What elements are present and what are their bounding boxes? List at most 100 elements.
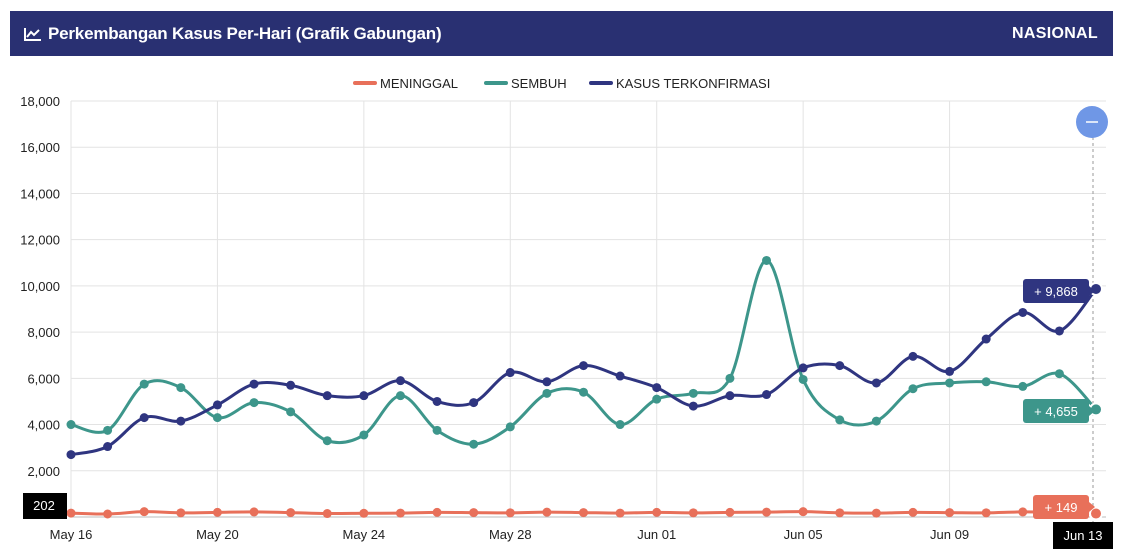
- x-tick-label: May 24: [343, 527, 386, 542]
- data-point-meninggal[interactable]: [798, 507, 808, 517]
- data-point-sembuh[interactable]: [908, 384, 918, 394]
- data-point-sembuh[interactable]: [432, 425, 442, 435]
- data-point-sembuh[interactable]: [579, 387, 588, 397]
- data-point-meninggal[interactable]: [1018, 507, 1028, 517]
- data-point-sembuh[interactable]: [652, 394, 662, 404]
- data-point-meninggal[interactable]: [66, 508, 76, 518]
- data-point-sembuh[interactable]: [176, 383, 186, 393]
- x-tick-label: Jun 01: [637, 527, 676, 542]
- data-point-terkonfirmasi[interactable]: [469, 398, 479, 408]
- data-point-meninggal[interactable]: [725, 507, 735, 517]
- data-point-sembuh[interactable]: [1018, 381, 1028, 391]
- data-point-meninggal[interactable]: [395, 508, 405, 518]
- data-point-sembuh[interactable]: [469, 439, 479, 449]
- x-tick-label: Jun 09: [930, 527, 969, 542]
- data-point-terkonfirmasi[interactable]: [945, 366, 955, 376]
- legend-label[interactable]: SEMBUH: [511, 76, 567, 91]
- data-point-meninggal[interactable]: [322, 509, 332, 519]
- data-point-sembuh[interactable]: [945, 378, 955, 388]
- data-point-meninggal[interactable]: [176, 508, 186, 518]
- data-point-sembuh[interactable]: [981, 377, 991, 387]
- data-point-meninggal[interactable]: [688, 508, 698, 518]
- data-point-sembuh[interactable]: [542, 388, 552, 398]
- data-point-terkonfirmasi[interactable]: [322, 391, 332, 401]
- data-point-terkonfirmasi[interactable]: [176, 416, 186, 426]
- data-point-meninggal[interactable]: [469, 508, 479, 518]
- data-point-terkonfirmasi[interactable]: [688, 401, 698, 411]
- x-tick-label: Jun 05: [784, 527, 823, 542]
- data-point-meninggal[interactable]: [762, 507, 772, 517]
- data-point-terkonfirmasi[interactable]: [908, 351, 918, 361]
- data-point-meninggal[interactable]: [945, 508, 955, 518]
- data-point-meninggal[interactable]: [871, 508, 881, 518]
- data-point-terkonfirmasi[interactable]: [871, 378, 881, 388]
- data-point-terkonfirmasi[interactable]: [66, 450, 76, 460]
- data-point-sembuh[interactable]: [725, 373, 735, 383]
- data-point-meninggal[interactable]: [981, 508, 991, 518]
- legend-label[interactable]: KASUS TERKONFIRMASI: [616, 76, 770, 91]
- data-point-sembuh[interactable]: [103, 425, 113, 435]
- y-tick-label: 6,000: [27, 371, 60, 386]
- data-point-terkonfirmasi[interactable]: [359, 391, 369, 401]
- data-point-meninggal[interactable]: [542, 507, 552, 517]
- data-point-meninggal[interactable]: [249, 507, 259, 517]
- data-point-sembuh[interactable]: [798, 374, 808, 384]
- data-point-meninggal[interactable]: [615, 508, 625, 518]
- data-point-sembuh[interactable]: [688, 388, 698, 398]
- data-point-sembuh[interactable]: [212, 413, 222, 423]
- data-point-sembuh[interactable]: [395, 391, 405, 401]
- data-point-sembuh[interactable]: [615, 420, 625, 430]
- data-point-terkonfirmasi[interactable]: [579, 361, 588, 371]
- data-point-terkonfirmasi[interactable]: [249, 379, 259, 389]
- line-chart: 2,000 4,000 6,000 8,000 10,000 12,000 14,000 16…: [20, 76, 1113, 549]
- data-point-meninggal[interactable]: [652, 507, 662, 517]
- data-point-sembuh[interactable]: [322, 436, 332, 446]
- legend-label[interactable]: MENINGGAL: [380, 76, 458, 91]
- data-point-sembuh[interactable]: [249, 398, 259, 408]
- data-point-sembuh[interactable]: [871, 416, 881, 426]
- data-point-terkonfirmasi[interactable]: [1054, 326, 1064, 336]
- tooltip-terkonfirmasi-pointer: [1089, 286, 1095, 296]
- data-point-sembuh[interactable]: [835, 415, 845, 425]
- data-point-terkonfirmasi[interactable]: [725, 391, 735, 401]
- data-point-sembuh[interactable]: [1054, 369, 1064, 379]
- data-point-terkonfirmasi[interactable]: [286, 380, 296, 390]
- data-point-meninggal[interactable]: [1089, 506, 1103, 521]
- data-point-meninggal[interactable]: [432, 507, 442, 517]
- x-tick-label: May 28: [489, 527, 532, 542]
- data-point-terkonfirmasi[interactable]: [762, 390, 772, 400]
- data-point-meninggal[interactable]: [579, 508, 588, 518]
- data-point-terkonfirmasi[interactable]: [652, 383, 662, 393]
- tooltip-sembuh: + 4,655: [1034, 404, 1078, 419]
- data-point-terkonfirmasi[interactable]: [212, 400, 222, 410]
- x-tick-label: May 16: [50, 527, 93, 542]
- data-point-terkonfirmasi[interactable]: [981, 334, 991, 344]
- data-point-sembuh[interactable]: [359, 430, 369, 440]
- data-point-meninggal[interactable]: [908, 507, 918, 517]
- data-point-sembuh[interactable]: [286, 407, 296, 417]
- data-point-meninggal[interactable]: [212, 507, 222, 517]
- data-point-terkonfirmasi[interactable]: [1018, 307, 1028, 317]
- x-crosshair-tag: [1053, 522, 1113, 549]
- data-point-meninggal[interactable]: [139, 507, 149, 517]
- data-point-meninggal[interactable]: [505, 508, 515, 518]
- y-tick-label: 2,000: [27, 464, 60, 479]
- data-point-meninggal[interactable]: [835, 508, 845, 518]
- data-point-terkonfirmasi[interactable]: [103, 442, 113, 452]
- data-point-meninggal[interactable]: [359, 508, 369, 518]
- data-point-terkonfirmasi[interactable]: [139, 413, 149, 423]
- data-point-terkonfirmasi[interactable]: [432, 396, 442, 406]
- data-point-terkonfirmasi[interactable]: [798, 363, 808, 373]
- data-point-sembuh[interactable]: [505, 422, 515, 432]
- y-crosshair-tag: [23, 493, 67, 519]
- data-point-terkonfirmasi[interactable]: [505, 368, 515, 378]
- data-point-terkonfirmasi[interactable]: [835, 361, 845, 371]
- data-point-terkonfirmasi[interactable]: [542, 377, 552, 387]
- data-point-sembuh[interactable]: [66, 420, 76, 430]
- data-point-terkonfirmasi[interactable]: [615, 371, 625, 381]
- data-point-sembuh[interactable]: [139, 379, 149, 389]
- data-point-meninggal[interactable]: [286, 508, 296, 518]
- data-point-terkonfirmasi[interactable]: [395, 376, 405, 386]
- data-point-sembuh[interactable]: [762, 255, 772, 265]
- data-point-meninggal[interactable]: [103, 509, 113, 519]
